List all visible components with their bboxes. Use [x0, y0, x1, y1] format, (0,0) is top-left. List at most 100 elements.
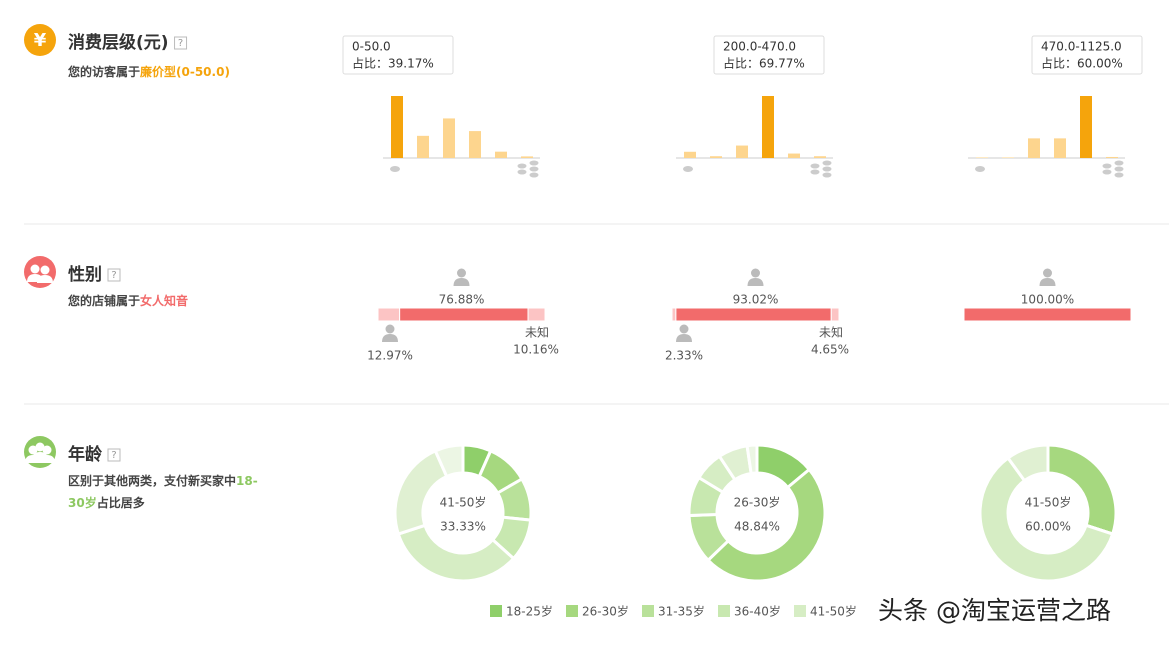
coin-icon: [528, 165, 540, 173]
coin-icon: [528, 171, 540, 179]
bar: [1054, 138, 1066, 158]
legend-label: 18-25岁: [506, 604, 553, 619]
unknown-name: 未知: [525, 326, 549, 340]
unknown-share: 4.65%: [811, 343, 849, 357]
unknown-segment: [527, 307, 546, 322]
center-share: 33.33%: [440, 520, 486, 534]
note-text: 区别于其他两类，支付新买家中: [68, 474, 237, 488]
person-icon: [747, 278, 764, 286]
coin-icon: [516, 168, 528, 176]
bar: [1106, 156, 1118, 158]
person-icon: [382, 334, 398, 342]
center-name: 41-50岁: [1025, 495, 1072, 510]
center-name: 41-50岁: [440, 495, 487, 510]
coin-icon: [1113, 171, 1125, 179]
help-mark: ?: [111, 450, 116, 461]
help-box: [107, 448, 121, 462]
person-icon: [28, 445, 38, 455]
section-title: 性别: [68, 264, 102, 285]
female-share: 100.00%: [1021, 293, 1074, 307]
person-icon: [457, 268, 466, 278]
tooltip-range: 0-50.0: [352, 40, 391, 54]
female-segment: [399, 307, 529, 322]
help-mark: ?: [178, 38, 183, 49]
coin-icon: [683, 166, 693, 172]
coin-icon: [516, 162, 528, 170]
donut-segment: [705, 467, 827, 583]
help-box: [107, 268, 121, 282]
tooltip-share: 占比：60.00%: [1041, 56, 1123, 71]
legend-label: 41-50岁: [810, 604, 857, 619]
donut-segment: [396, 523, 516, 583]
tooltip-range: 470.0-1125.0: [1041, 40, 1122, 54]
legend-label: 31-35岁: [658, 604, 705, 619]
legend-swatch: [718, 605, 730, 617]
section-title: 消费层级(元): [68, 32, 169, 53]
person-icon: [1039, 278, 1056, 286]
person-icon: [751, 268, 760, 278]
age-note: 区别于其他两类，支付新买家中18-30岁占比居多: [68, 470, 260, 514]
coin-icon: [1113, 159, 1125, 167]
legend-swatch: [794, 605, 806, 617]
coin-icon: [528, 159, 540, 167]
bar: [1028, 138, 1040, 158]
coin-icon: [975, 166, 985, 172]
bar: [736, 145, 748, 158]
legend-swatch: [566, 605, 578, 617]
donut-segment: [433, 443, 465, 479]
legend-swatch: [490, 605, 502, 617]
donut-segment: [745, 443, 759, 476]
legend-label: 36-40岁: [734, 604, 781, 619]
bar: [1002, 157, 1014, 158]
female-share: 76.88%: [439, 293, 485, 307]
coin-icon: [1113, 165, 1125, 173]
bar: [976, 157, 988, 158]
coin-icon: [821, 171, 833, 179]
donut-segment: [393, 448, 449, 536]
section-icon: [24, 256, 56, 288]
person-icon: [40, 265, 50, 275]
coin-icon: [821, 165, 833, 173]
tooltip-range: 200.0-470.0: [723, 40, 796, 54]
bar: [788, 153, 800, 158]
note-text: 您的店铺属于: [68, 294, 141, 308]
unknown-share: 10.16%: [513, 343, 559, 357]
spending-note: 您的访客属于廉价型(0-50.0): [68, 61, 260, 83]
legend-label: 26-30岁: [582, 604, 629, 619]
male-segment: [671, 307, 677, 322]
note-highlight: 女人知音: [140, 294, 189, 308]
coin-icon: [821, 159, 833, 167]
icon-glyph: ¥: [34, 30, 47, 51]
note-text: 您的访客属于: [68, 65, 141, 79]
male-segment: [377, 307, 401, 322]
person-icon: [42, 445, 52, 455]
coin-icon: [1101, 168, 1113, 176]
watermark: 头条 @淘宝运营之路: [878, 596, 1111, 625]
person-icon: [679, 324, 689, 334]
section-icon: [24, 24, 56, 56]
tooltip-share: 占比：39.17%: [352, 56, 434, 71]
person-icon: [39, 455, 55, 463]
female-segment: [963, 307, 1132, 322]
bar: [443, 118, 455, 158]
tooltip: [342, 35, 454, 75]
bar: [1080, 96, 1092, 158]
bar: [417, 135, 429, 158]
unknown-segment: [830, 307, 840, 322]
tooltip: [1031, 35, 1143, 75]
note-highlight: 18-30岁: [68, 474, 258, 510]
person-icon: [385, 324, 395, 334]
bar: [710, 156, 722, 158]
gender-note: 您的店铺属于女人知音: [68, 290, 260, 312]
legend-swatch: [642, 605, 654, 617]
bar: [762, 96, 774, 158]
bar: [814, 156, 826, 158]
coin-icon: [390, 166, 400, 172]
note-text: 占比居多: [96, 496, 145, 510]
section-title: 年龄: [68, 444, 103, 465]
bar: [469, 131, 481, 158]
help-mark: ?: [111, 270, 116, 281]
female-segment: [675, 307, 832, 322]
